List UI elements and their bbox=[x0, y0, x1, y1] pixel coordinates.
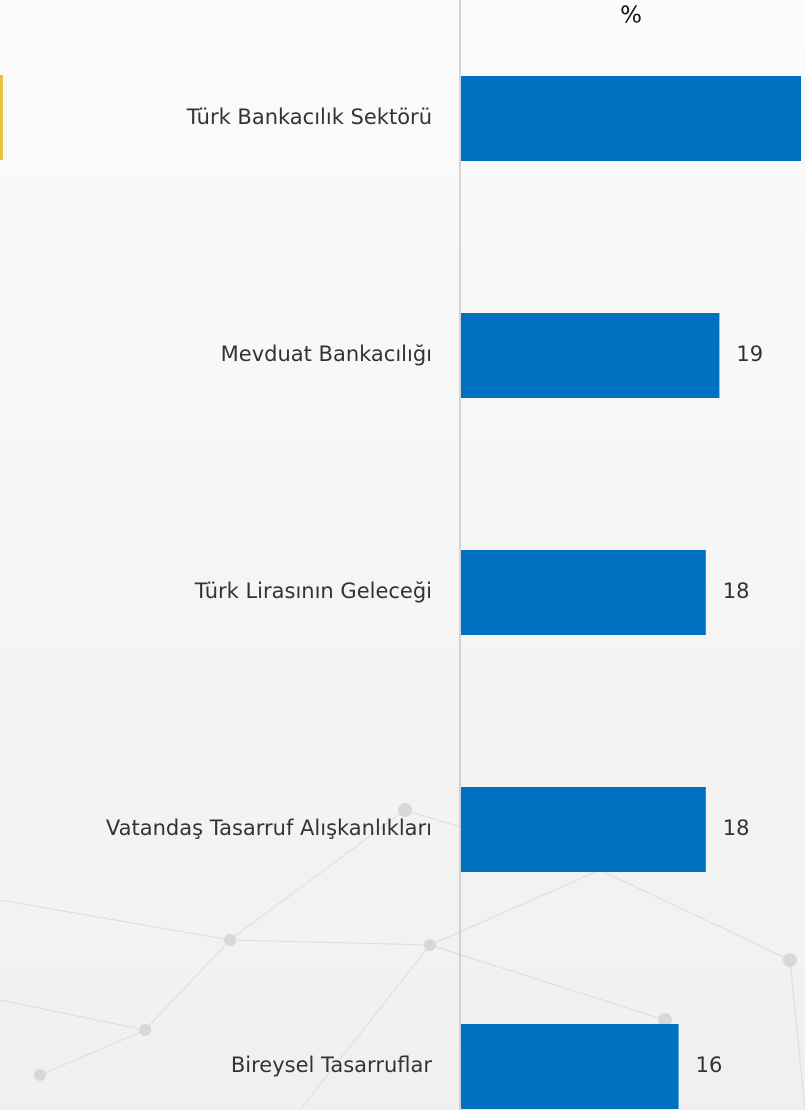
category-label: Bireysel Tasarruflar bbox=[231, 1053, 432, 1077]
value-label: 19 bbox=[736, 342, 763, 366]
category-label: Türk Bankacılık Sektörü bbox=[186, 105, 432, 129]
bar bbox=[461, 787, 706, 872]
bar bbox=[461, 1024, 679, 1109]
category-label: Vatandaş Tasarruf Alışkanlıkları bbox=[106, 816, 432, 840]
network-nodes bbox=[34, 803, 797, 1081]
category-label: Türk Lirasının Geleceği bbox=[194, 579, 432, 603]
category-label: Mevduat Bankacılığı bbox=[221, 342, 432, 366]
bar bbox=[461, 313, 720, 398]
bar bbox=[461, 550, 706, 635]
bar bbox=[461, 76, 801, 161]
value-label: 18 bbox=[723, 816, 750, 840]
value-label: 16 bbox=[696, 1053, 723, 1077]
accent-line bbox=[0, 75, 3, 160]
chart-title: % bbox=[620, 3, 642, 29]
value-label: 18 bbox=[723, 579, 750, 603]
